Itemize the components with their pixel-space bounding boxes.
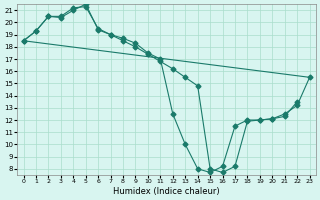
X-axis label: Humidex (Indice chaleur): Humidex (Indice chaleur) (113, 187, 220, 196)
